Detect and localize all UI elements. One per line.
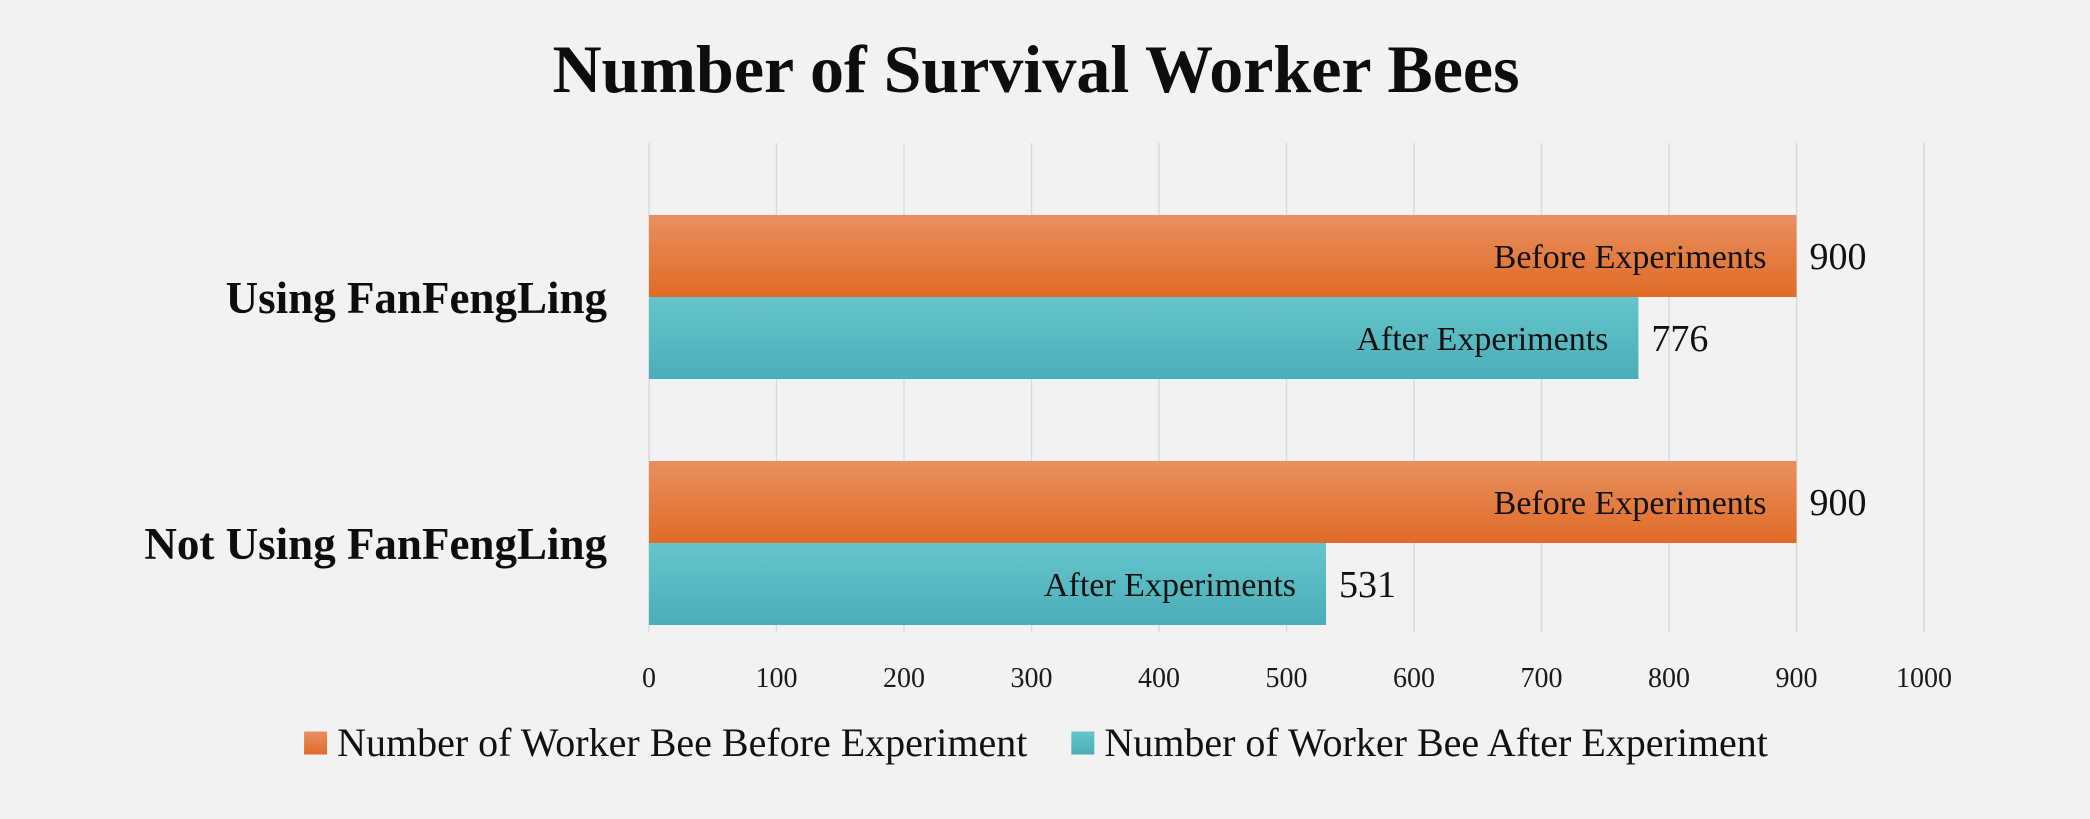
data-label: 900 — [1810, 236, 1867, 278]
bar-inside-label: After Experiments — [1356, 321, 1608, 358]
legend: Number of Worker Bee Before Experiment Nu… — [304, 720, 1768, 765]
x-tick-label: 400 — [1138, 663, 1180, 694]
bar — [649, 543, 1327, 625]
legend-swatch — [304, 731, 328, 755]
bar-inside-label: After Experiments — [1044, 567, 1296, 604]
bar — [649, 297, 1639, 379]
x-tick-label: 100 — [756, 663, 798, 694]
data-label: 776 — [1651, 318, 1708, 360]
bar — [649, 461, 1797, 543]
legend-label: Number of Worker Bee After Experiment — [1104, 720, 1768, 765]
category-label: Not Using FanFengLing — [144, 519, 607, 569]
category-label: Using FanFengLing — [226, 273, 608, 323]
legend-item: Number of Worker Bee After Experiment — [1071, 720, 1768, 765]
x-tick-label: 200 — [883, 663, 925, 694]
data-label: 531 — [1339, 564, 1396, 606]
category-labels: Using FanFengLing Not Using FanFengLing — [144, 273, 607, 569]
x-tick-label: 900 — [1776, 663, 1818, 694]
x-tick-label: 500 — [1266, 663, 1308, 694]
x-tick-label: 700 — [1521, 663, 1563, 694]
x-tick-label: 300 — [1011, 663, 1053, 694]
x-tick-label: 800 — [1648, 663, 1690, 694]
bar-inside-label: Before Experiments — [1494, 239, 1767, 276]
legend-label: Number of Worker Bee Before Experiment — [337, 720, 1027, 765]
bar — [649, 215, 1797, 297]
chart-title: Number of Survival Worker Bees — [552, 31, 1519, 107]
x-axis-ticks: 0 100 200 300 400 500 600 700 800 900 1000 — [642, 663, 1952, 694]
bar-inside-label: Before Experiments — [1494, 485, 1767, 522]
x-tick-label: 0 — [642, 663, 656, 694]
bars — [649, 215, 1797, 625]
data-label: 900 — [1810, 482, 1867, 524]
legend-swatch — [1071, 731, 1095, 755]
legend-item: Number of Worker Bee Before Experiment — [304, 720, 1027, 765]
x-tick-label: 1000 — [1896, 663, 1952, 694]
x-tick-label: 600 — [1393, 663, 1435, 694]
data-labels: Before Experiments 900 After Experiments 77… — [1044, 236, 1867, 606]
